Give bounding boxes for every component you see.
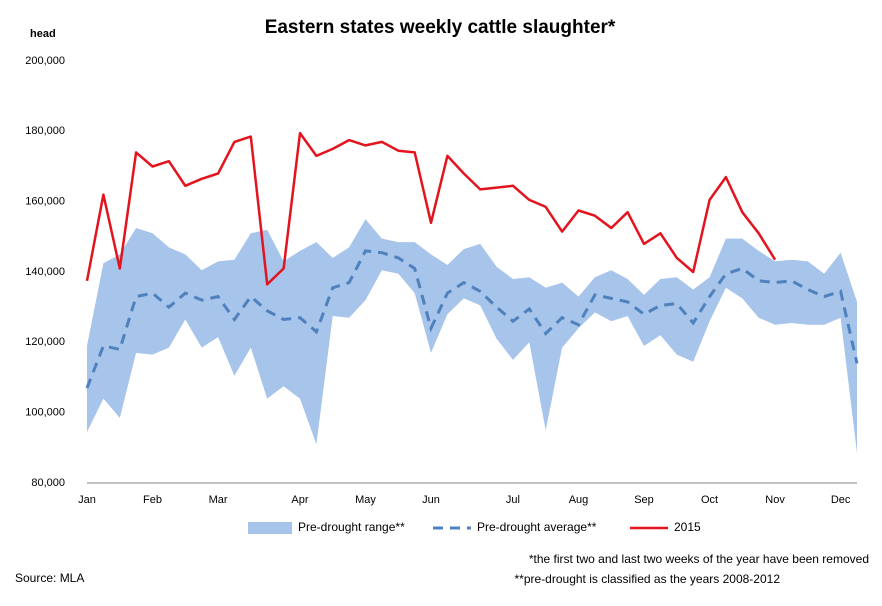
y-tick-label: 80,000 (31, 477, 65, 489)
x-tick-label: Jun (422, 494, 440, 506)
y-tick-label: 200,000 (25, 55, 65, 67)
y-axis-label: head (30, 28, 56, 40)
chart-title: Eastern states weekly cattle slaughter* (265, 17, 616, 38)
x-tick-label: Jan (78, 494, 96, 506)
y-tick-label: 140,000 (25, 266, 65, 278)
y-tick-label: 180,000 (25, 125, 65, 137)
footnote: **pre-drought is classified as the years… (515, 572, 781, 586)
x-tick-label: Sep (634, 494, 654, 506)
y-tick-label: 100,000 (25, 407, 65, 419)
x-tick-label: Jul (506, 494, 520, 506)
average-line (85, 249, 859, 389)
x-tick-label: Feb (143, 494, 162, 506)
x-tick-label: Aug (569, 494, 589, 506)
legend-label: Pre-drought range** (298, 520, 405, 534)
legend-swatch (248, 522, 292, 534)
legend-label: Pre-drought average** (477, 520, 597, 534)
x-tick-label: Mar (209, 494, 228, 506)
y-tick-label: 160,000 (25, 196, 65, 208)
x-tick-label: Dec (831, 494, 851, 506)
range-area (87, 219, 857, 454)
x-tick-label: Nov (765, 494, 785, 506)
legend-label: 2015 (674, 520, 701, 534)
x-tick-label: May (355, 494, 376, 506)
source: Source: MLA (15, 571, 84, 585)
x-tick-label: Oct (701, 494, 718, 506)
y-tick-label: 120,000 (25, 336, 65, 348)
x-tick-label: Apr (291, 494, 308, 506)
line (85, 131, 777, 286)
footnote: *the first two and last two weeks of the… (529, 552, 869, 566)
